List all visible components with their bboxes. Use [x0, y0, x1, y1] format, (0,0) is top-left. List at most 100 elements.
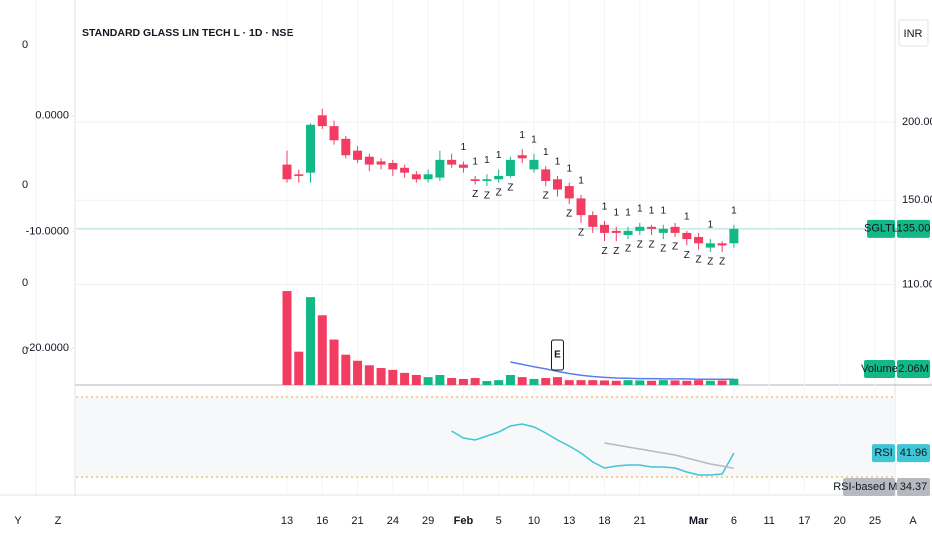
signal-above: 1 — [555, 157, 561, 168]
signal-above: 1 — [472, 157, 478, 168]
volume-bar — [470, 378, 480, 385]
signal-below: Z — [660, 244, 666, 255]
candle-body — [517, 155, 527, 159]
candle-body — [306, 124, 316, 173]
x-tick-label: 21 — [351, 515, 363, 527]
candle-body — [588, 215, 598, 227]
signal-above: 1 — [613, 207, 619, 218]
price-label-mark — [895, 228, 897, 230]
volume-bar — [494, 380, 504, 385]
volume-ma-line — [510, 361, 734, 380]
signal-below: Z — [613, 246, 619, 257]
candle-body — [729, 228, 739, 244]
candle-body — [447, 159, 457, 165]
x-tick-label: Mar — [689, 515, 709, 527]
volume-bar — [435, 375, 445, 385]
volume-value: 2.06M — [898, 363, 929, 375]
volume-bar — [682, 380, 692, 385]
volume-bar — [588, 380, 598, 385]
volume-bar — [729, 378, 739, 385]
x-tick-label: 18 — [598, 515, 610, 527]
volume-bar — [458, 378, 468, 385]
volume-bar — [423, 377, 433, 385]
signal-above: 1 — [461, 142, 467, 153]
event-badge — [550, 339, 564, 371]
rsi-value-box — [897, 444, 930, 463]
x-tick-label: 10 — [528, 515, 540, 527]
outer-left-label: 0 — [22, 179, 28, 191]
signal-above: 1 — [496, 150, 502, 161]
signal-below: Z — [472, 189, 478, 200]
y-tick-label: 110.00 — [902, 278, 932, 290]
candle-body — [400, 167, 410, 173]
volume-bar — [529, 378, 539, 385]
x-tick-label: 21 — [634, 515, 646, 527]
rsi-ma-value-box — [897, 478, 930, 496]
candle-body — [329, 126, 339, 141]
currency-label[interactable]: INR — [904, 28, 923, 40]
chart-title: STANDARD GLASS LIN TECH L · 1D · NSE — [82, 27, 293, 39]
candle-body — [376, 161, 386, 165]
volume-bar — [400, 372, 410, 385]
signal-below: Z — [507, 182, 513, 193]
outer-left-label: 0 — [22, 39, 28, 51]
currency-box[interactable] — [898, 19, 929, 47]
x-tick-label: 17 — [798, 515, 810, 527]
volume-bar — [482, 381, 492, 385]
footer-button[interactable]: Z — [55, 515, 62, 527]
x-tick-label: 20 — [834, 515, 846, 527]
outer-left-label: 0 — [22, 345, 28, 357]
volume-bar — [670, 380, 680, 385]
x-tick-label: 25 — [869, 515, 881, 527]
volume-bar — [294, 351, 304, 385]
x-tick-label: 24 — [387, 515, 399, 527]
signal-below: Z — [496, 187, 502, 198]
volume-name-box — [864, 360, 895, 378]
price-label: 135.00 — [897, 223, 931, 235]
volume-bar — [376, 368, 386, 385]
volume-bar — [717, 380, 727, 385]
candle-body — [670, 226, 680, 233]
signal-above: 1 — [566, 163, 572, 174]
candle-body — [364, 156, 374, 165]
y-tick-label: 150.00 — [902, 194, 932, 206]
signal-above: 1 — [484, 155, 490, 166]
candle-body — [635, 226, 645, 231]
candle-body — [647, 226, 657, 229]
rsi-ma-name-box — [843, 478, 895, 496]
signal-above: 1 — [684, 212, 690, 223]
rsi-line — [451, 423, 735, 476]
footer-button[interactable]: Y — [14, 515, 22, 527]
signal-below: Z — [649, 240, 655, 251]
candle-body — [705, 243, 715, 248]
signal-above: 1 — [578, 175, 584, 186]
x-tick-label: 11 — [763, 515, 774, 527]
signal-below: Z — [578, 228, 584, 239]
left-tick-label: -10.0000 — [26, 226, 69, 238]
volume-bar — [611, 380, 621, 385]
volume-bar — [517, 377, 527, 385]
volume-bar — [576, 380, 586, 385]
event-label: E — [554, 350, 561, 361]
volume-bar — [658, 380, 668, 385]
footer-button[interactable]: A — [909, 515, 917, 527]
candle-body — [458, 164, 468, 168]
volume-bar — [282, 291, 292, 385]
signal-above: 1 — [649, 205, 655, 216]
signal-above: 1 — [661, 205, 667, 216]
candle-body — [658, 228, 668, 233]
left-tick-label: -20.0000 — [26, 342, 69, 354]
signal-above: 1 — [708, 220, 714, 231]
signal-below: Z — [484, 191, 490, 202]
rsi-name-box — [872, 444, 895, 463]
volume-bar — [505, 375, 515, 385]
volume-bar — [623, 380, 633, 385]
volume-bar — [353, 360, 363, 385]
candle-body — [482, 179, 492, 181]
candle-body — [423, 174, 433, 180]
signal-below: Z — [684, 250, 690, 261]
outer-left-label: 0 — [22, 277, 28, 289]
candle-body — [576, 198, 586, 216]
candle-body — [317, 115, 327, 127]
